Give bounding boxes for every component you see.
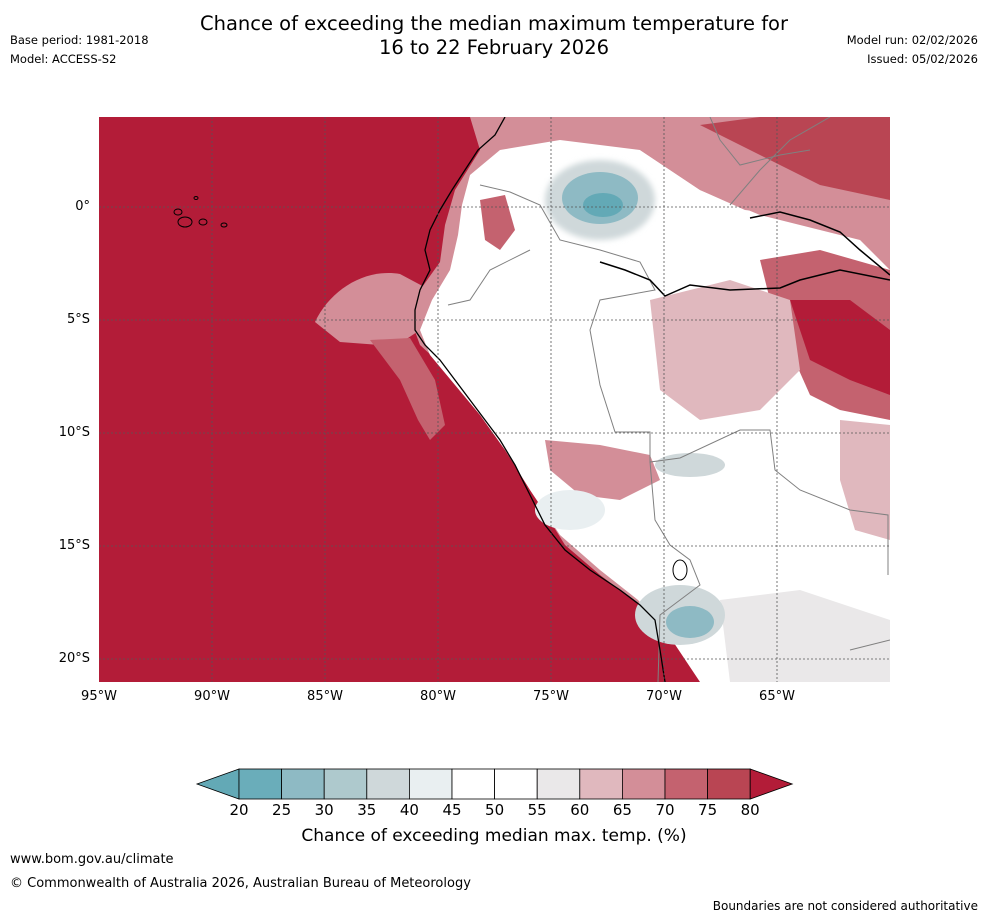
colorbar-tick-65: 65 bbox=[612, 801, 632, 819]
map-title: Chance of exceeding the median maximum t… bbox=[0, 12, 988, 60]
offshore-plume bbox=[315, 273, 430, 345]
lat-label-5s: 5°S bbox=[66, 312, 90, 327]
lat-label-15s: 15°S bbox=[58, 538, 90, 553]
land-warm-patch-east-dark bbox=[790, 300, 890, 395]
footer-copyright: © Commonwealth of Australia 2026, Austra… bbox=[10, 876, 471, 891]
colorbar-swatch-40 bbox=[408, 768, 453, 800]
cool-patch-bolivia bbox=[655, 453, 725, 477]
land-warm-patch-south bbox=[545, 440, 660, 500]
colorbar bbox=[195, 768, 794, 800]
colorbar-tick-80: 80 bbox=[740, 801, 760, 819]
rivers bbox=[599, 211, 890, 297]
cool-patch-north-core bbox=[583, 193, 623, 217]
land-warm-patch-north-dark bbox=[700, 117, 890, 200]
colorbar-swatch-55 bbox=[536, 768, 581, 800]
model-label: Model: ACCESS-S2 bbox=[10, 52, 117, 66]
colorbar-tick-75: 75 bbox=[698, 801, 718, 819]
land-warm-patch-central bbox=[650, 280, 800, 420]
colorbar-tick-55: 55 bbox=[527, 801, 547, 819]
lon-label-65w: 65°W bbox=[759, 689, 795, 704]
lon-label-90w: 90°W bbox=[194, 689, 230, 704]
colorbar-tick-30: 30 bbox=[314, 801, 334, 819]
colorbar-tick-40: 40 bbox=[399, 801, 419, 819]
meta-left: Base period: 1981-2018 Model: ACCESS-S2 bbox=[10, 31, 149, 69]
cool-patch-mid bbox=[535, 490, 605, 530]
colorbar-extend-low bbox=[195, 768, 240, 800]
issued-label: Issued: 05/02/2026 bbox=[867, 52, 978, 66]
lon-label-80w: 80°W bbox=[420, 689, 456, 704]
colorbar-swatch-30 bbox=[323, 768, 368, 800]
meta-right: Model run: 02/02/2026 Issued: 05/02/2026 bbox=[847, 31, 978, 69]
colorbar-tick-50: 50 bbox=[485, 801, 505, 819]
colorbar-swatch-35 bbox=[366, 768, 410, 800]
map-field bbox=[99, 117, 890, 682]
colorbar-swatch-20 bbox=[238, 768, 282, 800]
lake-titicaca bbox=[672, 559, 688, 581]
lat-label-10s: 10°S bbox=[58, 425, 90, 440]
colorbar-tick-20: 20 bbox=[229, 801, 249, 819]
galapagos-islands bbox=[173, 196, 228, 228]
title-line-1: Chance of exceeding the median maximum t… bbox=[199, 12, 789, 35]
colorbar-swatch-65 bbox=[622, 768, 666, 800]
colorbar-extend-high bbox=[749, 768, 794, 800]
footer-disclaimer: Boundaries are not considered authoritat… bbox=[712, 899, 978, 913]
offshore-plume-2 bbox=[370, 338, 445, 440]
country-borders bbox=[447, 117, 890, 682]
title-line-2: 16 to 22 February 2026 bbox=[378, 36, 610, 59]
lat-label-0: 0° bbox=[75, 199, 90, 214]
lat-label-20s: 20°S bbox=[58, 651, 90, 666]
colorbar-tick-35: 35 bbox=[357, 801, 377, 819]
coastline bbox=[414, 117, 666, 682]
lon-label-85w: 85°W bbox=[307, 689, 343, 704]
colorbar-swatch-45 bbox=[451, 768, 495, 800]
colorbar-tick-45: 45 bbox=[442, 801, 462, 819]
colorbar-swatch-60 bbox=[579, 768, 623, 800]
base-period-label: Base period: 1981-2018 bbox=[10, 33, 149, 47]
lon-label-95w: 95°W bbox=[81, 689, 117, 704]
colorbar-swatch-50 bbox=[494, 768, 538, 800]
colorbar-swatch-75 bbox=[707, 768, 751, 800]
colorbar-swatch-70 bbox=[664, 768, 708, 800]
cool-patch-south-core bbox=[666, 606, 714, 638]
colorbar-label: Chance of exceeding median max. temp. (%… bbox=[301, 826, 687, 846]
model-run-label: Model run: 02/02/2026 bbox=[846, 33, 978, 47]
colorbar-tick-60: 60 bbox=[570, 801, 590, 819]
colorbar-tick-70: 70 bbox=[655, 801, 675, 819]
lon-label-70w: 70°W bbox=[646, 689, 682, 704]
colorbar-swatch-25 bbox=[281, 768, 325, 800]
lon-label-75w: 75°W bbox=[533, 689, 569, 704]
land-warm-patch-west bbox=[480, 195, 515, 250]
footer-url[interactable]: www.bom.gov.au/climate bbox=[10, 852, 174, 867]
colorbar-tick-25: 25 bbox=[272, 801, 292, 819]
